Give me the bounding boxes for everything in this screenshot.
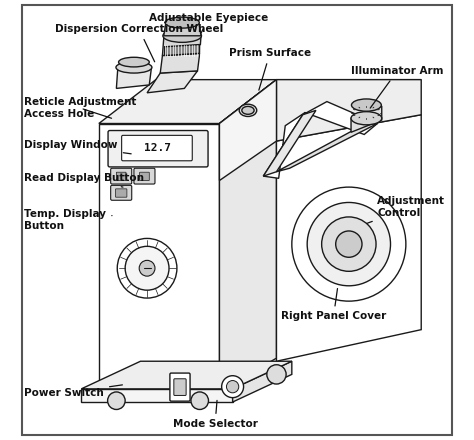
Polygon shape xyxy=(160,53,200,73)
Ellipse shape xyxy=(242,106,254,114)
Circle shape xyxy=(139,260,155,276)
FancyBboxPatch shape xyxy=(111,168,132,184)
Polygon shape xyxy=(219,80,276,180)
Text: Right Panel Cover: Right Panel Cover xyxy=(281,289,386,322)
Polygon shape xyxy=(164,44,200,55)
FancyBboxPatch shape xyxy=(122,136,192,161)
Ellipse shape xyxy=(118,57,149,67)
Ellipse shape xyxy=(351,112,382,125)
Circle shape xyxy=(267,365,286,384)
Ellipse shape xyxy=(352,99,381,111)
Ellipse shape xyxy=(239,104,257,117)
Circle shape xyxy=(336,231,362,257)
FancyBboxPatch shape xyxy=(174,379,186,396)
Text: Dispersion Correction Wheel: Dispersion Correction Wheel xyxy=(55,24,223,62)
FancyBboxPatch shape xyxy=(117,172,126,180)
Text: Display Window: Display Window xyxy=(24,140,131,154)
Text: Temp. Display
Button: Temp. Display Button xyxy=(24,209,112,231)
FancyBboxPatch shape xyxy=(116,189,127,197)
Polygon shape xyxy=(233,361,292,402)
FancyBboxPatch shape xyxy=(134,168,155,184)
Circle shape xyxy=(191,392,209,410)
Polygon shape xyxy=(219,80,276,391)
Text: Power Switch: Power Switch xyxy=(24,385,122,398)
Text: Read Display Button: Read Display Button xyxy=(24,173,144,187)
FancyBboxPatch shape xyxy=(170,373,190,401)
Polygon shape xyxy=(264,110,316,176)
Circle shape xyxy=(108,392,125,410)
Circle shape xyxy=(227,381,239,393)
Polygon shape xyxy=(351,106,382,132)
Polygon shape xyxy=(276,80,421,141)
Polygon shape xyxy=(264,102,377,178)
Circle shape xyxy=(125,246,169,290)
Polygon shape xyxy=(99,124,219,391)
Circle shape xyxy=(322,217,376,271)
Ellipse shape xyxy=(165,17,199,28)
Text: Reticle Adjustment
Access Hole: Reticle Adjustment Access Hole xyxy=(24,97,137,119)
FancyBboxPatch shape xyxy=(111,185,132,200)
Polygon shape xyxy=(219,80,421,124)
Polygon shape xyxy=(276,124,377,172)
Text: Illuminator Arm: Illuminator Arm xyxy=(351,66,444,108)
Polygon shape xyxy=(117,67,152,88)
Text: Mode Selector: Mode Selector xyxy=(173,400,257,429)
Circle shape xyxy=(307,202,391,286)
Text: Adjustment
Control: Adjustment Control xyxy=(367,196,446,224)
Text: Prism Surface: Prism Surface xyxy=(229,48,311,90)
Polygon shape xyxy=(82,361,292,389)
Text: Adjustable Eyepiece: Adjustable Eyepiece xyxy=(149,13,268,33)
Ellipse shape xyxy=(163,29,201,42)
Text: 12.7: 12.7 xyxy=(144,143,171,153)
Circle shape xyxy=(222,376,244,398)
Polygon shape xyxy=(276,115,421,361)
FancyBboxPatch shape xyxy=(140,172,149,180)
Polygon shape xyxy=(163,36,201,55)
Circle shape xyxy=(117,238,177,298)
Polygon shape xyxy=(99,80,276,124)
Polygon shape xyxy=(82,389,233,402)
Polygon shape xyxy=(164,22,201,36)
Polygon shape xyxy=(147,71,198,93)
Circle shape xyxy=(292,187,406,301)
Ellipse shape xyxy=(116,62,152,73)
FancyBboxPatch shape xyxy=(108,131,208,167)
